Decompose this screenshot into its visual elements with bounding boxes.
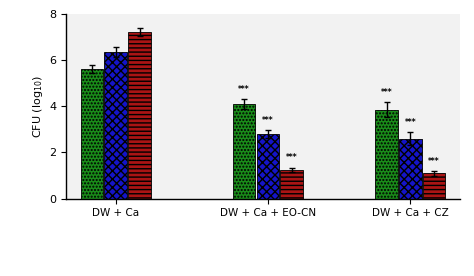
Text: ***: *** — [381, 88, 392, 97]
Text: ***: *** — [238, 85, 250, 94]
Bar — [280, 170, 303, 199]
Y-axis label: CFU (log$_{10}$): CFU (log$_{10}$) — [31, 75, 46, 138]
Text: ***: *** — [428, 157, 440, 166]
Bar — [399, 139, 422, 199]
Bar — [423, 173, 446, 199]
Bar — [256, 134, 279, 199]
Text: ***: *** — [286, 153, 297, 163]
Bar — [375, 110, 398, 199]
Bar — [233, 104, 255, 199]
Bar — [104, 52, 127, 199]
Bar — [81, 69, 103, 199]
Bar — [128, 32, 151, 199]
Text: ***: *** — [404, 118, 416, 127]
Text: ***: *** — [262, 116, 273, 125]
